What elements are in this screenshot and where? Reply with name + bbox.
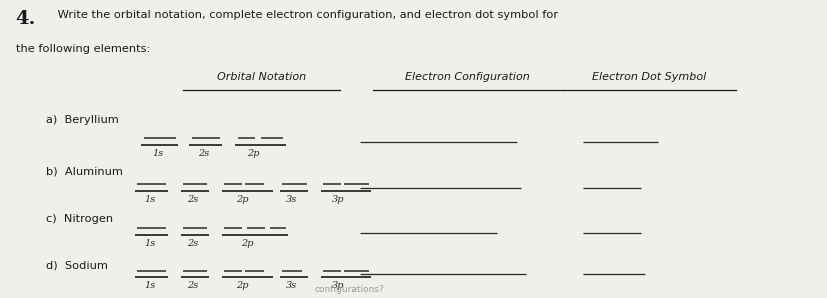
Text: 2s: 2s	[187, 195, 198, 204]
Text: 3p: 3p	[332, 195, 344, 204]
Text: 2p: 2p	[236, 281, 248, 290]
Text: 1s: 1s	[144, 240, 155, 249]
Text: Electron Dot Symbol: Electron Dot Symbol	[592, 72, 706, 82]
Text: 1s: 1s	[144, 195, 155, 204]
Text: 3s: 3s	[285, 281, 297, 290]
Text: a)  Beryllium: a) Beryllium	[46, 115, 119, 125]
Text: Orbital Notation: Orbital Notation	[216, 72, 305, 82]
Text: 1s: 1s	[152, 149, 163, 158]
Text: 2p: 2p	[246, 149, 259, 158]
Text: 2s: 2s	[187, 281, 198, 290]
Text: configurations?: configurations?	[314, 285, 384, 294]
Text: the following elements:: the following elements:	[16, 44, 150, 54]
Text: Write the orbital notation, complete electron configuration, and electron dot sy: Write the orbital notation, complete ele…	[55, 10, 558, 20]
Text: 3p: 3p	[332, 281, 344, 290]
Text: 2p: 2p	[241, 240, 253, 249]
Text: 4.: 4.	[16, 10, 36, 28]
Text: 2s: 2s	[187, 240, 198, 249]
Text: 2p: 2p	[236, 195, 248, 204]
Text: 2s: 2s	[198, 149, 208, 158]
Text: b)  Aluminum: b) Aluminum	[46, 167, 123, 177]
Text: 1s: 1s	[144, 281, 155, 290]
Text: d)  Sodium: d) Sodium	[46, 260, 108, 270]
Text: 3s: 3s	[285, 195, 297, 204]
Text: Electron Configuration: Electron Configuration	[405, 72, 529, 82]
Text: c)  Nitrogen: c) Nitrogen	[46, 214, 113, 224]
